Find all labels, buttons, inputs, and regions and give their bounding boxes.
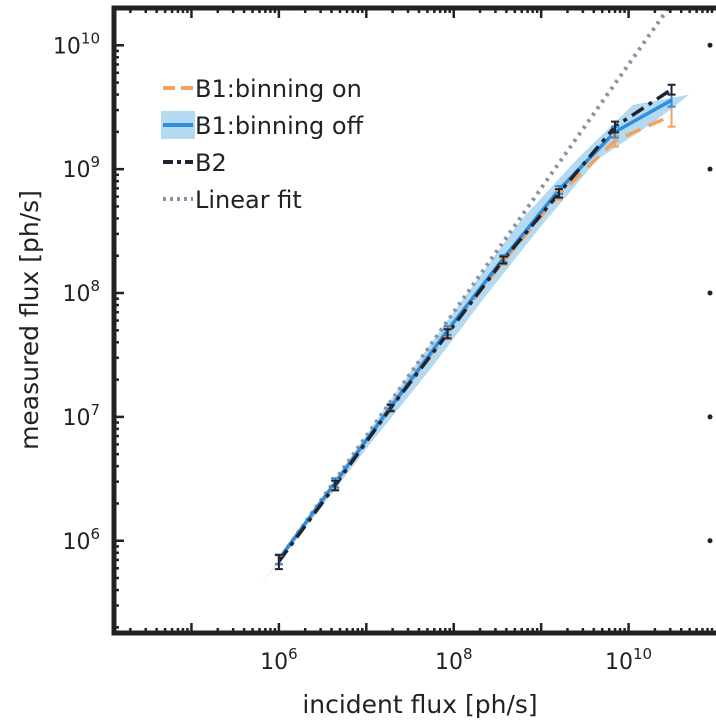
x-axis-title: incident flux [ph/s] — [302, 690, 537, 719]
error-bar-2-5 — [554, 188, 563, 199]
legend-item-2: B2 — [163, 149, 227, 177]
legend-label: B1:binning off — [195, 112, 364, 140]
legend-item-0: B1:binning on — [163, 75, 362, 103]
x-tick-label-0: 106 — [260, 645, 298, 675]
axis-ticks — [114, 8, 714, 633]
y-tick-right — [707, 290, 713, 296]
y-axis-title: measured flux [ph/s] — [15, 190, 44, 450]
y-tick-label-3: 109 — [62, 153, 100, 183]
error-bar-2-3 — [443, 328, 452, 340]
x-tick-label-base: 10 — [435, 650, 463, 675]
x-tick-label-base: 10 — [260, 650, 288, 675]
legend-item-3: Linear fit — [163, 186, 302, 214]
series-line-0 — [277, 114, 673, 561]
y-tick-label-base: 10 — [62, 530, 90, 555]
x-tick-labels: 106 108 1010 — [260, 645, 652, 675]
y-tick-right — [707, 166, 713, 172]
y-tick-label-0: 106 — [62, 525, 100, 555]
series-lines — [277, 8, 673, 563]
legend: B1:binning on B1:binning off B2 Linear fit — [161, 75, 364, 214]
y-tick-right — [707, 538, 713, 544]
error-bars — [274, 83, 676, 571]
x-tick-label-exp: 8 — [463, 645, 473, 663]
legend-label: B1:binning on — [195, 75, 362, 103]
error-bar-2-0 — [274, 553, 283, 571]
y-tick-label-base: 10 — [62, 406, 90, 431]
x-tick-label-exp: 6 — [288, 645, 298, 663]
y-tick-label-exp: 8 — [90, 277, 100, 295]
y-tick-label-1: 107 — [62, 401, 100, 431]
error-bar-2-6 — [611, 120, 620, 134]
x-tick-label-base: 10 — [605, 650, 633, 675]
band-1 — [261, 94, 690, 584]
error-bar-2-1 — [331, 479, 340, 492]
y-tick-label-base: 10 — [62, 282, 90, 307]
error-bar-2-4 — [499, 255, 508, 265]
legend-label: Linear fit — [195, 186, 302, 214]
y-tick-label-exp: 7 — [90, 401, 100, 419]
y-tick-label-base: 10 — [53, 34, 81, 59]
x-tick-label-exp: 10 — [633, 645, 652, 663]
y-tick-label-2: 108 — [62, 277, 100, 307]
plot-area — [261, 8, 690, 584]
x-tick-label-2: 1010 — [605, 645, 652, 675]
y-tick-label-base: 10 — [62, 158, 90, 183]
legend-label: B2 — [195, 149, 227, 177]
y-tick-right — [707, 414, 713, 420]
y-tick-right — [707, 42, 713, 48]
x-tick-label-1: 108 — [435, 645, 473, 675]
series-line-2 — [277, 88, 673, 563]
y-tick-label-exp: 6 — [90, 525, 100, 543]
legend-item-1: B1:binning off — [161, 111, 364, 140]
y-tick-label-exp: 10 — [81, 29, 100, 47]
error-bar-2-7 — [667, 83, 676, 96]
y-tick-label-exp: 9 — [90, 153, 100, 171]
uncertainty-bands — [261, 94, 690, 584]
y-tick-label-4: 1010 — [53, 29, 100, 59]
error-bar-2-2 — [386, 403, 395, 413]
